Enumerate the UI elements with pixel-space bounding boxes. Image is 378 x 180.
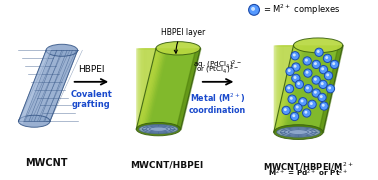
- Circle shape: [321, 67, 324, 70]
- Circle shape: [326, 73, 329, 76]
- Ellipse shape: [274, 125, 323, 140]
- Circle shape: [312, 89, 320, 97]
- Circle shape: [285, 85, 294, 93]
- Polygon shape: [136, 48, 200, 129]
- Circle shape: [320, 95, 323, 98]
- Circle shape: [319, 66, 328, 74]
- Circle shape: [308, 100, 316, 109]
- Circle shape: [322, 104, 325, 107]
- Circle shape: [251, 7, 255, 11]
- Ellipse shape: [293, 38, 343, 53]
- Text: M$^{2+}$ = Pd$^{2+}$ or Pt$^{2+}$: M$^{2+}$ = Pd$^{2+}$ or Pt$^{2+}$: [268, 168, 349, 179]
- Circle shape: [304, 85, 312, 93]
- Ellipse shape: [136, 122, 181, 136]
- Ellipse shape: [46, 44, 77, 56]
- Circle shape: [301, 100, 304, 102]
- Circle shape: [314, 78, 317, 81]
- Ellipse shape: [139, 125, 178, 134]
- Circle shape: [323, 54, 332, 62]
- Circle shape: [304, 111, 307, 114]
- Circle shape: [305, 71, 308, 74]
- Text: = M$^{2+}$ complexes: = M$^{2+}$ complexes: [263, 3, 341, 17]
- Circle shape: [326, 85, 335, 93]
- Circle shape: [299, 98, 307, 106]
- Circle shape: [297, 82, 300, 85]
- Circle shape: [296, 105, 299, 109]
- Polygon shape: [274, 45, 343, 132]
- Circle shape: [305, 59, 308, 62]
- Circle shape: [302, 109, 311, 117]
- Circle shape: [324, 72, 333, 80]
- Text: MWCNT/HBPEI/M$^{2+}$: MWCNT/HBPEI/M$^{2+}$: [263, 160, 353, 173]
- Circle shape: [325, 56, 328, 59]
- Ellipse shape: [285, 129, 312, 135]
- Circle shape: [293, 53, 296, 57]
- Circle shape: [290, 112, 299, 121]
- Circle shape: [321, 82, 324, 85]
- Ellipse shape: [277, 127, 320, 137]
- Circle shape: [304, 69, 312, 77]
- Ellipse shape: [156, 42, 200, 55]
- Circle shape: [314, 62, 317, 65]
- Circle shape: [292, 63, 300, 71]
- Circle shape: [294, 104, 302, 112]
- Circle shape: [332, 62, 335, 65]
- Circle shape: [328, 86, 331, 89]
- Circle shape: [284, 108, 287, 111]
- Ellipse shape: [280, 128, 316, 136]
- Circle shape: [294, 76, 297, 79]
- Ellipse shape: [143, 125, 174, 133]
- Circle shape: [315, 48, 323, 56]
- Text: MWCNT: MWCNT: [25, 158, 67, 168]
- Circle shape: [303, 57, 311, 65]
- Circle shape: [317, 50, 320, 53]
- Ellipse shape: [146, 126, 171, 132]
- Circle shape: [290, 97, 293, 100]
- Circle shape: [312, 60, 321, 69]
- Circle shape: [282, 106, 290, 114]
- Text: HBPEI layer: HBPEI layer: [161, 28, 205, 53]
- Ellipse shape: [288, 130, 308, 134]
- Text: HBPEI: HBPEI: [78, 65, 105, 74]
- Text: or (PtCl$_4$)$^{2-}$: or (PtCl$_4$)$^{2-}$: [196, 64, 239, 76]
- Circle shape: [286, 67, 294, 75]
- Ellipse shape: [149, 127, 167, 131]
- Circle shape: [292, 114, 295, 117]
- Text: aq. (PdCl$_4$)$^{2-}$: aq. (PdCl$_4$)$^{2-}$: [193, 59, 242, 71]
- Text: Covalent
grafting: Covalent grafting: [70, 90, 112, 109]
- Circle shape: [249, 4, 259, 15]
- Circle shape: [291, 52, 299, 60]
- Circle shape: [306, 86, 309, 89]
- Circle shape: [288, 69, 291, 72]
- Circle shape: [294, 65, 297, 68]
- Text: MWCNT/HBPEI: MWCNT/HBPEI: [130, 160, 203, 169]
- Ellipse shape: [19, 115, 50, 127]
- Circle shape: [314, 91, 317, 94]
- Circle shape: [295, 80, 304, 89]
- Polygon shape: [19, 50, 77, 121]
- Text: Metal (M$^{2+}$)
coordination: Metal (M$^{2+}$) coordination: [189, 92, 246, 116]
- Circle shape: [312, 76, 320, 84]
- Circle shape: [288, 95, 296, 103]
- Circle shape: [320, 102, 328, 110]
- Circle shape: [319, 80, 327, 89]
- Circle shape: [287, 86, 290, 89]
- Circle shape: [310, 102, 313, 105]
- Circle shape: [318, 93, 326, 102]
- Circle shape: [292, 74, 300, 82]
- Circle shape: [330, 60, 339, 69]
